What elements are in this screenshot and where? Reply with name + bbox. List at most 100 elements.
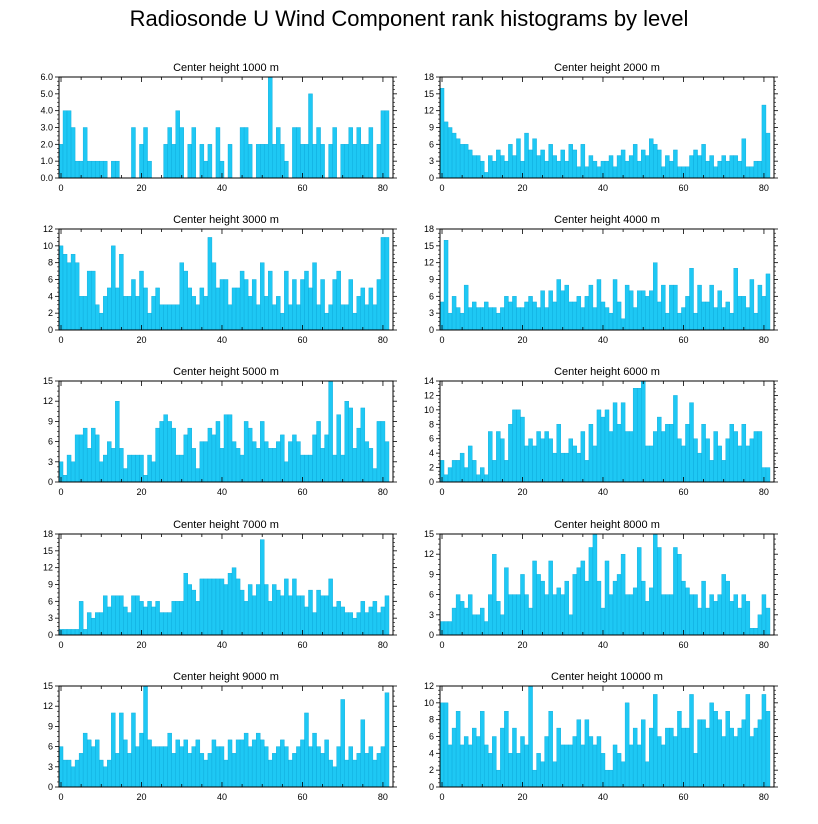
bar (588, 284, 594, 331)
bar (673, 547, 678, 636)
y-tick-label: 15 (424, 529, 434, 539)
bar (628, 594, 634, 636)
bar (255, 584, 261, 636)
bar (312, 262, 317, 331)
y-tick-label: 2 (429, 463, 434, 473)
bar (103, 160, 108, 179)
bar (368, 448, 374, 483)
bar (255, 304, 261, 331)
bar (163, 612, 168, 636)
bar (340, 699, 345, 788)
y-tick-label: 0 (429, 173, 434, 183)
bar (199, 144, 205, 179)
bar (344, 304, 349, 331)
bar (685, 587, 690, 636)
x-tick-label: 60 (678, 792, 688, 802)
bar (340, 606, 345, 636)
bar (348, 279, 353, 331)
bar (360, 287, 366, 331)
bar (364, 304, 370, 331)
x-tick-label: 80 (378, 792, 388, 802)
bar (636, 388, 642, 483)
bar (376, 612, 382, 636)
bar (215, 127, 221, 179)
x-tick-label: 60 (678, 183, 688, 193)
x-tick-label: 0 (440, 335, 445, 345)
bar (292, 279, 297, 331)
bar (131, 454, 136, 483)
y-tick-label: 12 (424, 681, 434, 691)
bar (689, 694, 694, 788)
bar (183, 573, 188, 636)
bar (741, 594, 747, 636)
bar (544, 160, 549, 179)
bar (528, 438, 533, 483)
y-tick-label: 0 (48, 630, 53, 640)
bar (572, 149, 578, 179)
bar (484, 172, 489, 179)
bar (74, 434, 80, 483)
bar (628, 431, 634, 483)
bar (324, 434, 329, 483)
bar (701, 301, 706, 331)
bar (451, 460, 457, 483)
bar (645, 445, 650, 483)
bar (552, 594, 557, 636)
x-tick-label: 20 (517, 183, 527, 193)
bar (596, 409, 602, 483)
bar (159, 304, 164, 331)
bar (717, 160, 722, 179)
bar (187, 753, 192, 788)
y-tick-label: 4 (48, 291, 53, 301)
bar (167, 304, 172, 331)
bar (360, 144, 366, 179)
bar (556, 424, 561, 483)
bar (211, 578, 217, 636)
bar (268, 601, 273, 636)
bar (580, 307, 586, 331)
bar (596, 166, 602, 179)
bar (86, 739, 92, 788)
bar (243, 127, 249, 179)
bar (292, 578, 297, 636)
bar (552, 452, 557, 483)
x-tick-label: 80 (378, 487, 388, 497)
bar (364, 612, 370, 636)
bar (693, 438, 698, 483)
bar (364, 144, 370, 179)
bar (653, 431, 658, 483)
bar (90, 427, 96, 483)
bar (352, 448, 357, 483)
bar (356, 427, 362, 483)
bar (260, 144, 265, 179)
bar (536, 155, 541, 179)
bar (661, 431, 666, 483)
bar (86, 612, 92, 636)
bar (247, 144, 253, 179)
bar (572, 445, 578, 483)
y-tick-label: 2 (429, 765, 434, 775)
x-tick-label: 40 (598, 487, 608, 497)
bar (179, 127, 184, 179)
bar (62, 110, 68, 179)
bar (239, 270, 245, 331)
bar (524, 445, 529, 483)
bar (143, 606, 148, 636)
bar (568, 438, 573, 483)
bar (488, 431, 493, 483)
bar (143, 685, 148, 788)
bar (471, 301, 477, 331)
bar (588, 736, 594, 788)
bar (484, 621, 489, 636)
bar (757, 719, 763, 788)
bar (320, 448, 325, 483)
y-tick-label: 9 (48, 416, 53, 426)
bar (284, 160, 289, 179)
bar (500, 727, 505, 788)
bar (761, 694, 767, 788)
y-tick-label: 12 (424, 106, 434, 116)
bar (235, 739, 241, 788)
bar (721, 155, 726, 179)
bar (628, 155, 634, 179)
x-tick-label: 0 (59, 792, 64, 802)
